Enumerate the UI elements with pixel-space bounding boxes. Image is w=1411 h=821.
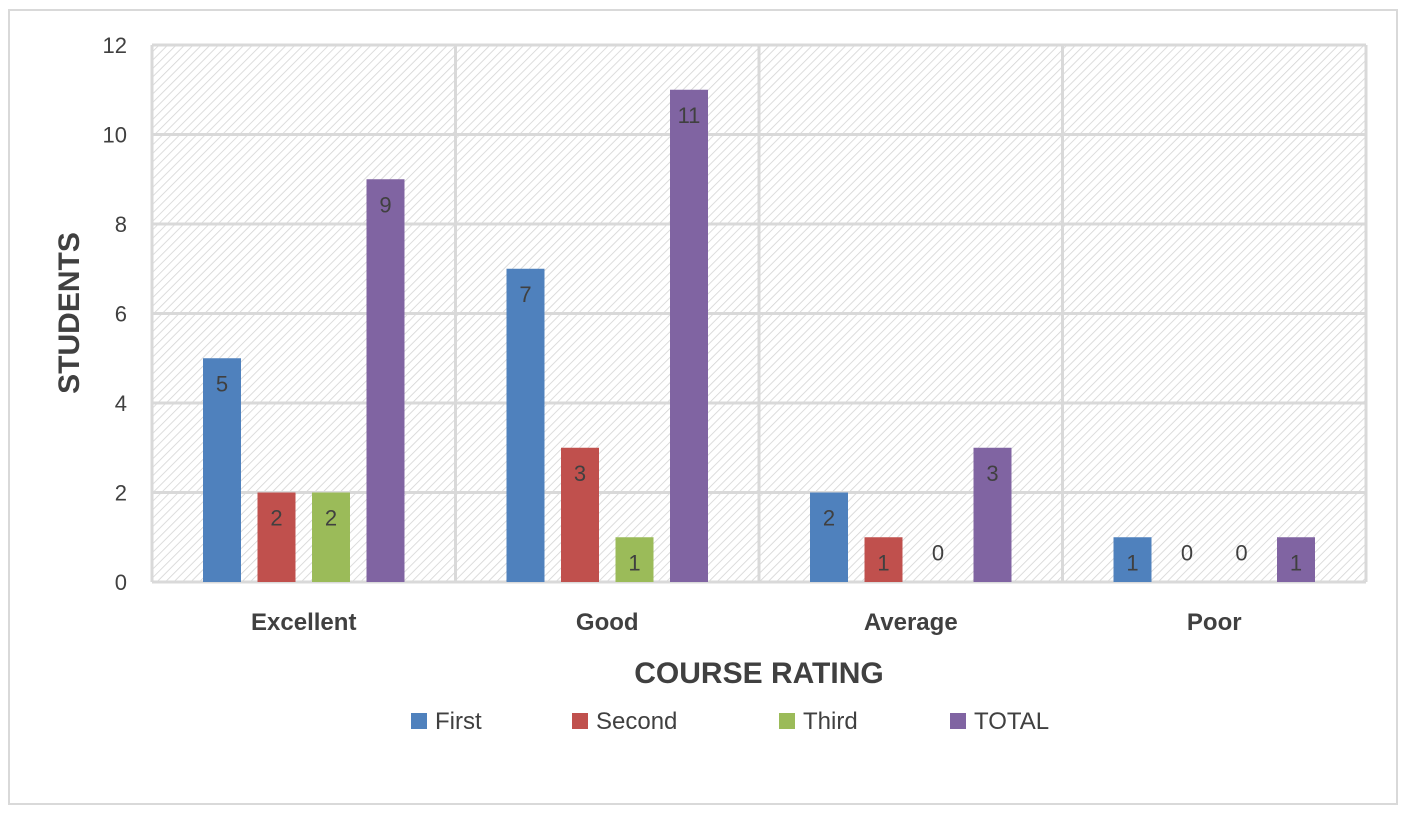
bar-third-excellent <box>312 492 350 582</box>
legend-swatch-total <box>950 713 966 729</box>
bar-first-good <box>506 268 545 582</box>
x-axis-categories: Excellent Good Average Poor <box>251 609 1242 636</box>
data-label: 2 <box>325 506 337 531</box>
y-tick-label: 10 <box>103 123 127 148</box>
data-label: 11 <box>678 103 701 128</box>
data-label: 3 <box>986 461 998 486</box>
data-label: 2 <box>270 506 282 531</box>
legend-label-total: TOTAL <box>974 708 1049 735</box>
y-tick-label: 2 <box>115 481 127 506</box>
category-label-excellent: Excellent <box>251 609 356 636</box>
y-tick-label: 12 <box>103 33 127 58</box>
bar-total-excellent <box>366 179 405 582</box>
bar-second-good <box>561 447 599 582</box>
bar-second-excellent <box>257 492 296 582</box>
category-label-average: Average <box>864 609 958 636</box>
category-label-good: Good <box>576 609 639 636</box>
bar-third-good <box>615 537 654 582</box>
y-axis-ticks: 0 2 4 6 8 10 12 <box>103 33 127 595</box>
legend-swatch-first <box>411 713 427 729</box>
gridlines <box>150 43 1368 584</box>
bar-first-poor <box>1113 537 1152 582</box>
data-label: 1 <box>628 550 640 575</box>
legend-label-third: Third <box>803 708 858 735</box>
bar-second-average <box>864 537 903 582</box>
legend-label-first: First <box>435 708 482 735</box>
data-label: 5 <box>216 371 228 396</box>
data-label: 1 <box>1126 550 1138 575</box>
legend: First Second Third TOTAL <box>411 708 1049 735</box>
category-label-poor: Poor <box>1187 609 1242 636</box>
bar-first-excellent <box>203 358 241 582</box>
y-tick-label: 4 <box>115 391 127 416</box>
y-tick-label: 0 <box>115 570 127 595</box>
x-axis-title: COURSE RATING <box>634 657 883 690</box>
data-label: 0 <box>1181 540 1193 565</box>
data-label: 1 <box>877 550 889 575</box>
data-label: 0 <box>1235 540 1247 565</box>
bars <box>203 89 1315 582</box>
data-label: 0 <box>932 540 944 565</box>
y-tick-label: 8 <box>115 212 127 237</box>
bar-total-good <box>670 89 708 582</box>
data-label: 9 <box>379 192 391 217</box>
legend-swatch-second <box>572 713 588 729</box>
legend-label-second: Second <box>596 708 677 735</box>
y-axis-title: STUDENTS <box>53 232 86 394</box>
data-label: 2 <box>823 506 835 531</box>
bar-total-poor <box>1277 537 1315 582</box>
legend-swatch-third <box>779 713 795 729</box>
data-label: 7 <box>519 282 531 307</box>
y-tick-label: 6 <box>115 302 127 327</box>
bar-total-average <box>973 447 1012 582</box>
data-label: 1 <box>1290 550 1302 575</box>
bar-first-average <box>810 492 848 582</box>
data-label: 3 <box>574 461 586 486</box>
